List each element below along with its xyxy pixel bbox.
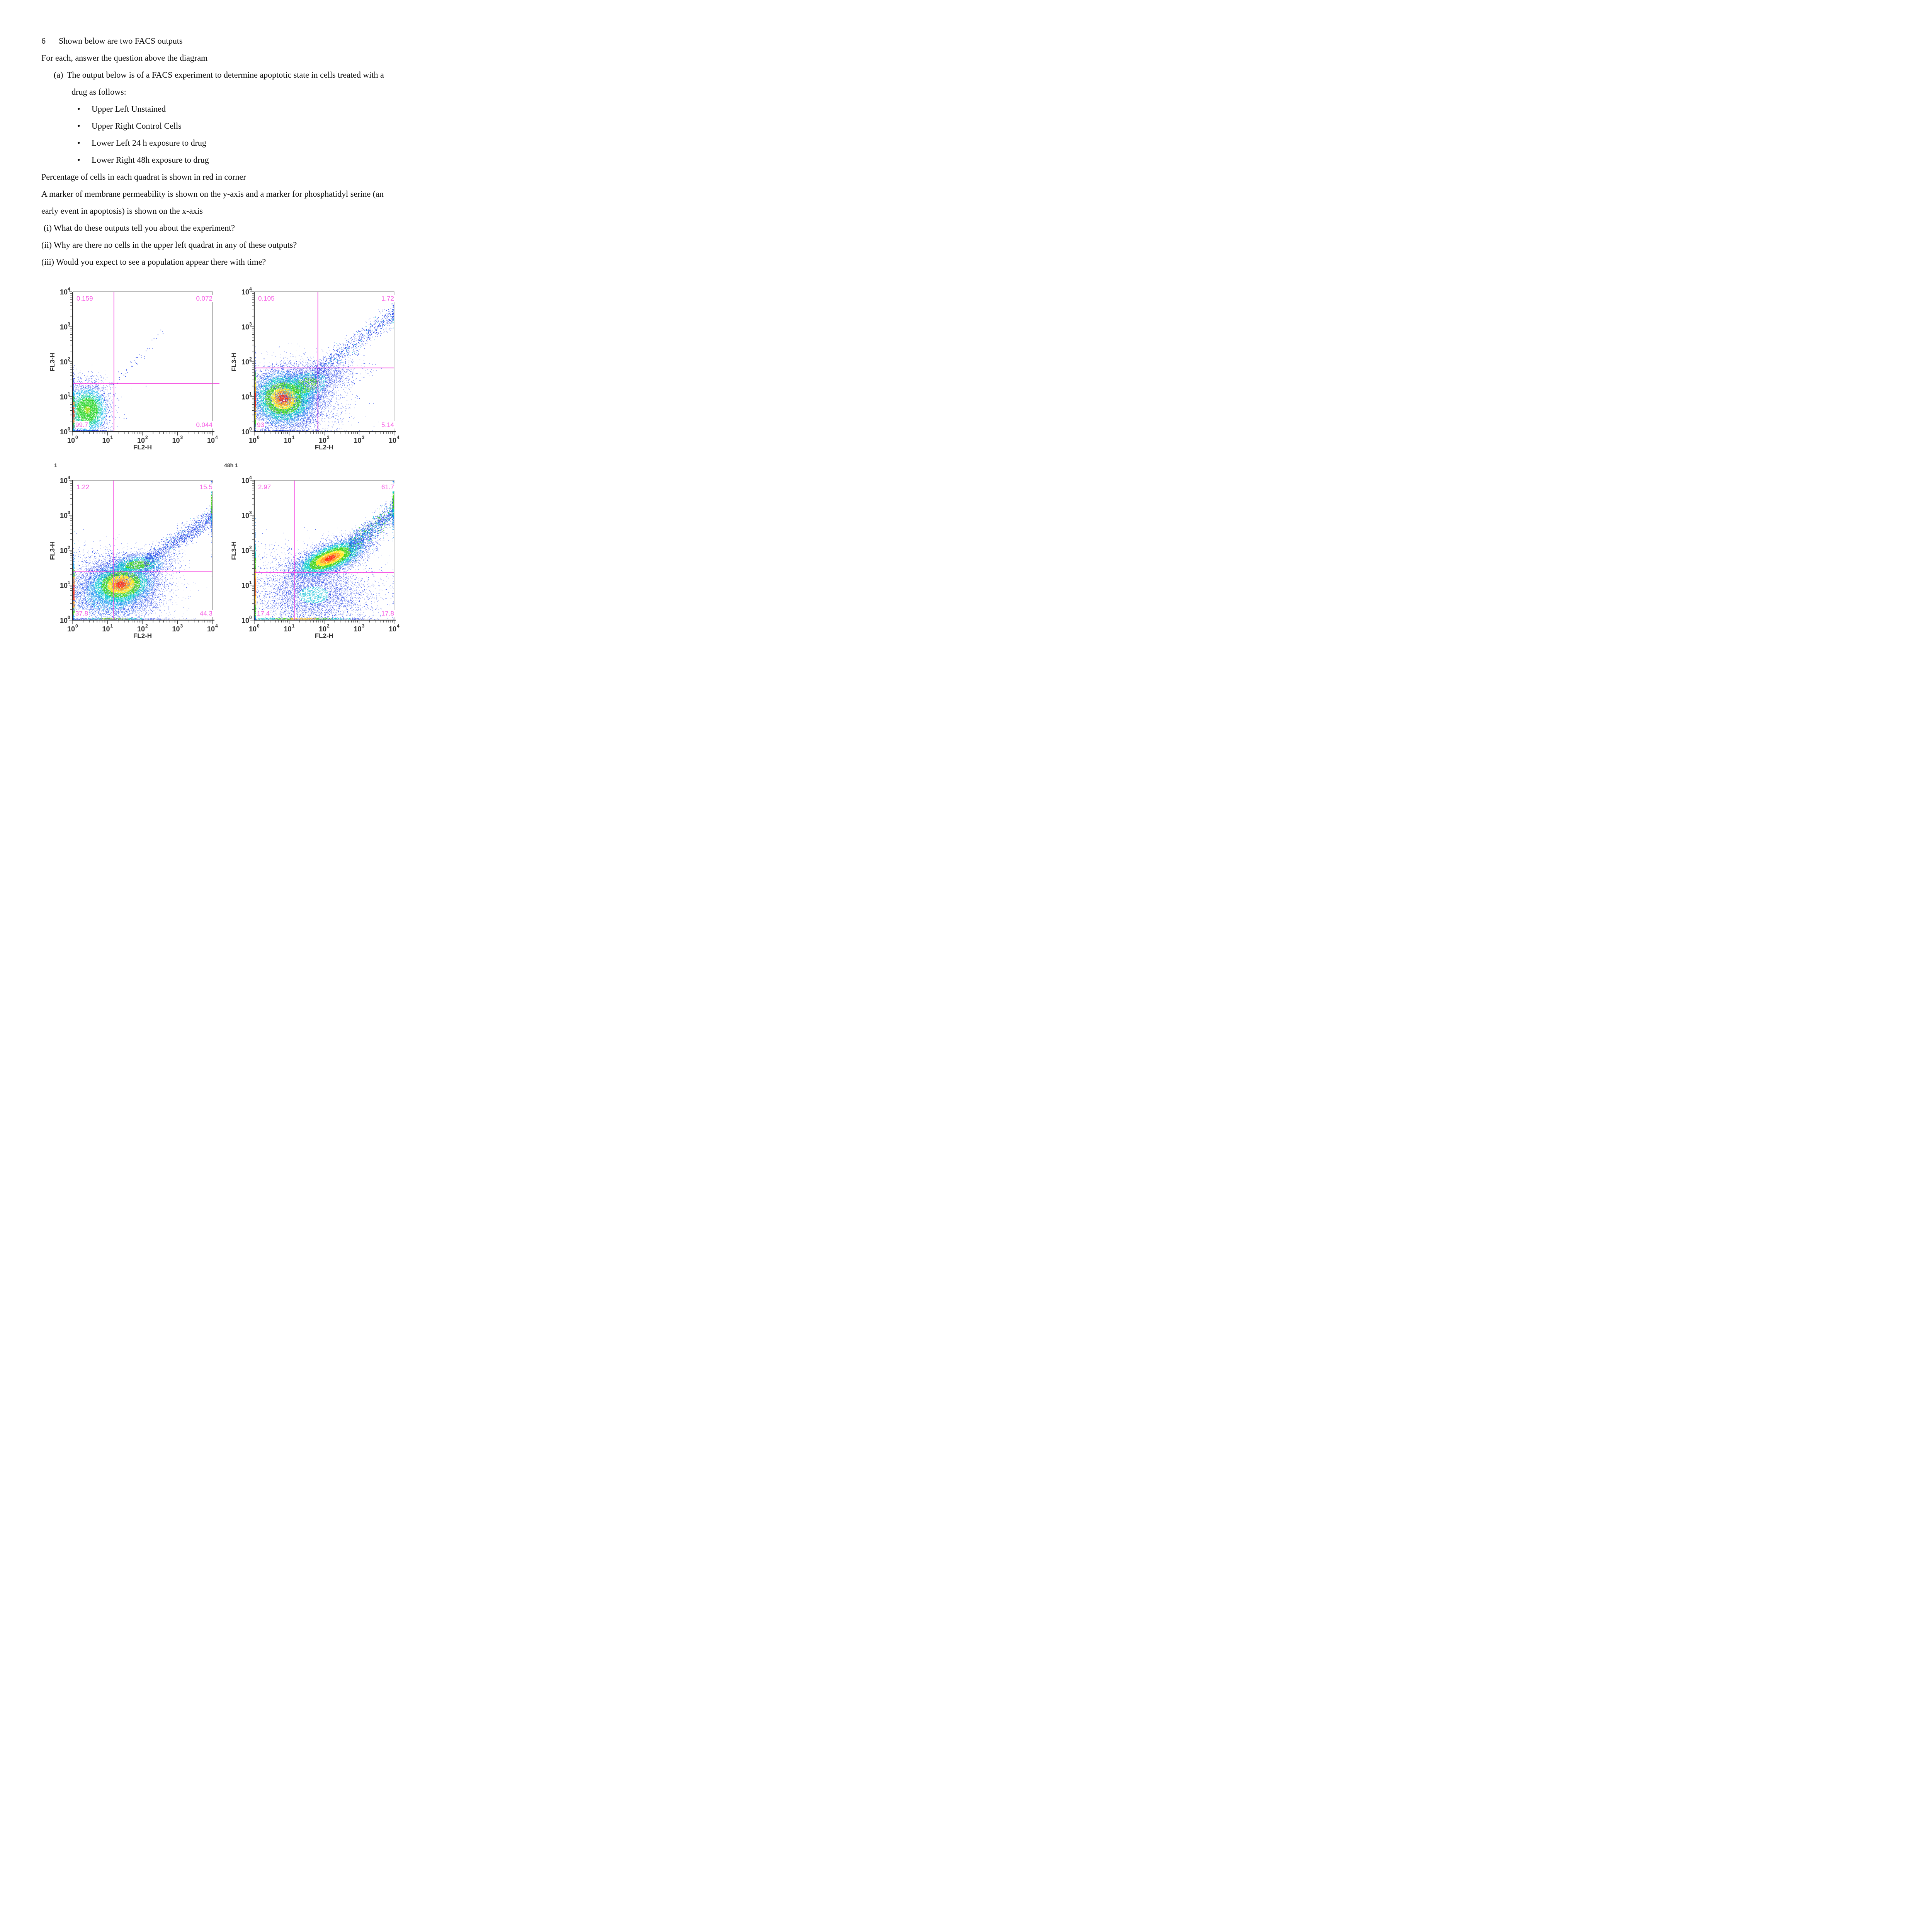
bullet-item-upper-left: • Upper Left Unstained	[41, 100, 384, 117]
question-i: (i) What do these outputs tell you about…	[44, 223, 235, 233]
y-axis-label: FL3-H	[49, 541, 56, 560]
marker-note-line2: early event in apoptosis) is shown on th…	[41, 206, 203, 216]
facs-canvas-48h	[227, 475, 409, 645]
quadrant-percent-upper-left: 1.22	[76, 483, 90, 491]
marker-note-line1: A marker of membrane permeability is sho…	[41, 189, 384, 199]
panel-label-24h: 1	[54, 462, 57, 468]
quadrant-percent-upper-left: 0.105	[257, 295, 275, 302]
facs-plot-48h: FL3-H FL2-H 2.97 61.7 17.4 17.8	[227, 475, 409, 647]
question-number: 6	[41, 36, 46, 46]
bullet-text: Lower Right 48h exposure to drug	[92, 155, 209, 165]
question-iii: (iii) Would you expect to see a populati…	[41, 257, 266, 267]
bullet-icon: •	[77, 104, 80, 114]
facs-plot-24h: FL3-H FL2-H 1.22 15.5 37.8 44.3	[46, 475, 227, 647]
x-axis-label: FL2-H	[133, 632, 152, 639]
page: { "document": { "bullet_glyph": "•", "q_…	[0, 0, 479, 678]
quadrant-percent-lower-left: 17.4	[256, 610, 271, 617]
x-axis-label: FL2-H	[133, 444, 152, 451]
part-a-marker: (a)	[54, 70, 63, 80]
facs-canvas-unstained	[46, 286, 227, 456]
percentage-note: Percentage of cells in each quadrat is s…	[41, 172, 246, 182]
x-axis-label: FL2-H	[315, 444, 334, 451]
heading-text: Shown below are two FACS outputs	[59, 36, 183, 46]
quadrant-percent-upper-left: 2.97	[257, 483, 272, 491]
quadrant-percent-upper-right: 15.5	[199, 483, 213, 491]
bullet-item-upper-right: • Upper Right Control Cells	[41, 117, 384, 134]
facs-canvas-24h	[46, 475, 227, 645]
facs-canvas-control	[227, 286, 409, 456]
question-heading: 6 Shown below are two FACS outputs	[41, 32, 384, 49]
part-a-text: The output below is of a FACS experiment…	[67, 70, 384, 80]
bullet-text: Upper Left Unstained	[92, 104, 166, 114]
y-axis-label: FL3-H	[230, 352, 238, 372]
quadrant-percent-lower-left: 99.7	[75, 421, 89, 429]
y-axis-label: FL3-H	[49, 352, 56, 372]
facs-plot-unstained: FL3-H FL2-H 0.159 0.072 99.7 0.044	[46, 286, 227, 459]
question-ii: (ii) Why are there no cells in the upper…	[41, 240, 297, 250]
quadrant-percent-lower-right: 0.044	[195, 421, 213, 429]
bullet-text: Upper Right Control Cells	[92, 121, 182, 131]
quadrant-percent-lower-left: 37.8	[75, 610, 89, 617]
quadrant-percent-lower-left: 93	[256, 421, 265, 429]
document-text: 6 Shown below are two FACS outputs For ea…	[41, 32, 384, 270]
bullet-icon: •	[77, 155, 80, 165]
y-axis-label: FL3-H	[230, 541, 238, 560]
quadrant-percent-upper-right: 61.7	[380, 483, 395, 491]
panel-label-48h: 48h 1	[224, 462, 238, 468]
facs-plot-control: FL3-H FL2-H 0.105 1.72 93 5.14	[227, 286, 409, 459]
part-a-line2: drug as follows:	[71, 87, 126, 97]
bullet-item-lower-left: • Lower Left 24 h exposure to drug	[41, 134, 384, 151]
bullet-text: Lower Left 24 h exposure to drug	[92, 138, 206, 148]
x-axis-label: FL2-H	[315, 632, 334, 639]
bullet-icon: •	[77, 138, 80, 148]
quadrant-percent-upper-right: 0.072	[195, 295, 213, 302]
quadrant-percent-upper-right: 1.72	[380, 295, 395, 302]
intro-line: For each, answer the question above the …	[41, 53, 208, 63]
quadrant-percent-lower-right: 44.3	[199, 610, 213, 617]
quadrant-percent-upper-left: 0.159	[76, 295, 94, 302]
quadrant-percent-lower-right: 5.14	[380, 421, 395, 429]
quadrant-percent-lower-right: 17.8	[380, 610, 395, 617]
bullet-icon: •	[77, 121, 80, 131]
bullet-item-lower-right: • Lower Right 48h exposure to drug	[41, 151, 384, 168]
part-a-line1: (a) The output below is of a FACS experim…	[41, 66, 384, 83]
